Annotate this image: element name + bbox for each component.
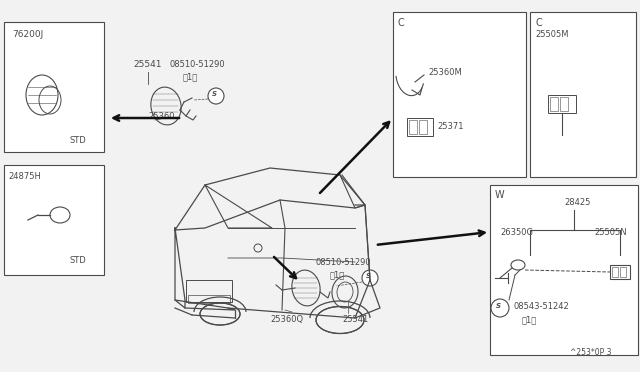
Text: 76200J: 76200J xyxy=(12,30,44,39)
Bar xyxy=(188,295,230,303)
Text: 26350G: 26350G xyxy=(500,228,533,237)
Text: （1）: （1） xyxy=(522,315,537,324)
Text: 25360: 25360 xyxy=(148,112,175,121)
Text: 25360M: 25360M xyxy=(428,68,461,77)
Ellipse shape xyxy=(200,303,240,325)
Text: S: S xyxy=(496,303,501,309)
Circle shape xyxy=(362,270,378,286)
Bar xyxy=(407,118,433,136)
Bar xyxy=(393,12,526,177)
Text: 25371: 25371 xyxy=(437,122,463,131)
Bar xyxy=(610,265,630,279)
Text: 〈1〉: 〈1〉 xyxy=(330,270,345,279)
Text: W: W xyxy=(495,190,504,200)
Bar xyxy=(4,22,104,152)
Text: 24875H: 24875H xyxy=(8,172,41,181)
Text: S: S xyxy=(212,91,217,97)
Bar xyxy=(409,120,417,134)
Text: 25541: 25541 xyxy=(342,315,368,324)
Text: 25505N: 25505N xyxy=(594,228,627,237)
Text: 08510-51290: 08510-51290 xyxy=(315,258,371,267)
Text: 25505M: 25505M xyxy=(535,30,568,39)
Bar xyxy=(550,97,558,111)
Text: STD: STD xyxy=(70,136,87,145)
Bar xyxy=(530,12,636,177)
Text: 08543-51242: 08543-51242 xyxy=(513,302,569,311)
Bar xyxy=(560,97,568,111)
Text: 〈1〉: 〈1〉 xyxy=(183,72,198,81)
Text: 08510-51290: 08510-51290 xyxy=(170,60,226,69)
Circle shape xyxy=(208,88,224,104)
Bar xyxy=(490,185,638,355)
Bar xyxy=(612,267,618,277)
Text: STD: STD xyxy=(70,256,87,265)
Text: C: C xyxy=(535,18,541,28)
Bar xyxy=(548,95,576,113)
Bar xyxy=(419,120,427,134)
Text: ^253*0P 3: ^253*0P 3 xyxy=(570,348,611,357)
Bar xyxy=(4,165,104,275)
Text: 25360Q: 25360Q xyxy=(270,315,303,324)
Text: 25541: 25541 xyxy=(133,60,161,69)
Bar xyxy=(620,267,626,277)
Ellipse shape xyxy=(316,307,364,334)
Text: C: C xyxy=(398,18,404,28)
Circle shape xyxy=(491,299,509,317)
Text: 28425: 28425 xyxy=(564,198,590,207)
Text: S: S xyxy=(366,273,371,279)
Bar xyxy=(186,280,232,302)
